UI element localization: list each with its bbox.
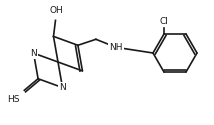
- Text: NH: NH: [109, 43, 123, 52]
- Text: N: N: [59, 83, 66, 92]
- Text: HS: HS: [7, 95, 19, 104]
- Text: N: N: [30, 49, 37, 58]
- Text: Cl: Cl: [160, 17, 168, 26]
- Text: OH: OH: [50, 6, 63, 15]
